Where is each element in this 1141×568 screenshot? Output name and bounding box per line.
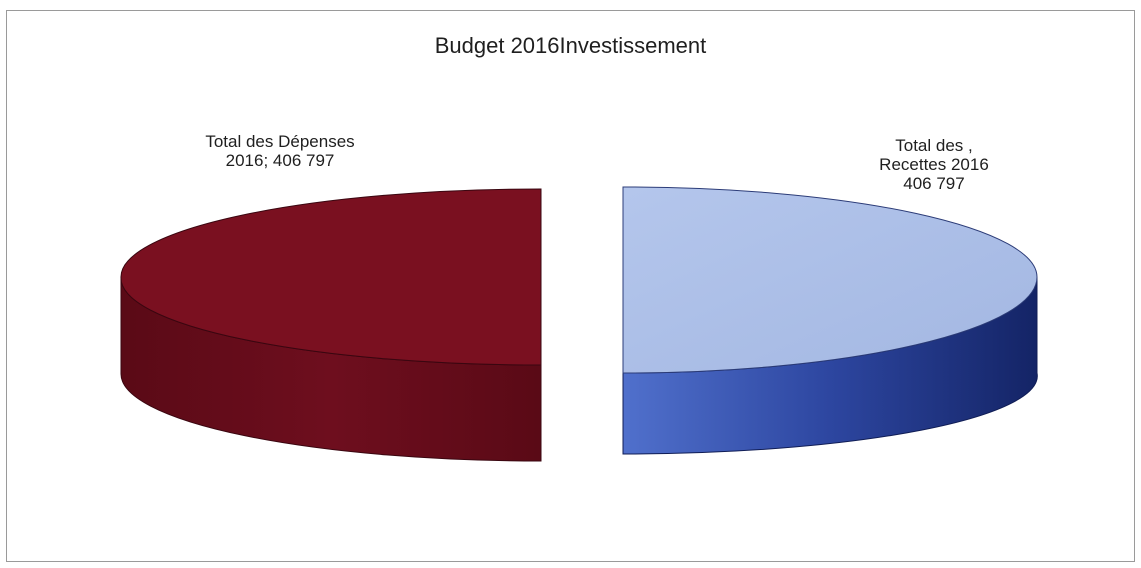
slice-label-recettes: Total des , Recettes 2016 406 797	[849, 136, 1019, 193]
slice-recettes	[622, 186, 1038, 455]
slice-label-recettes-line2: Recettes 2016	[879, 155, 989, 174]
slice-label-depenses-line1: Total des Dépenses	[205, 132, 355, 151]
slice-label-depenses-line2: 2016; 406 797	[225, 151, 335, 170]
pie-chart	[120, 186, 1038, 462]
slice-depenses-top	[120, 188, 542, 366]
slice-label-recettes-line1: Total des ,	[895, 136, 973, 155]
slice-label-depenses: Total des Dépenses 2016; 406 797	[180, 132, 380, 170]
chart-frame: Budget 2016Investissement Total des Dépe…	[6, 10, 1135, 562]
chart-title: Budget 2016Investissement	[434, 33, 707, 58]
slice-label-recettes-line3: 406 797	[903, 174, 965, 193]
slice-recettes-top	[622, 186, 1038, 374]
slice-depenses	[120, 188, 542, 462]
